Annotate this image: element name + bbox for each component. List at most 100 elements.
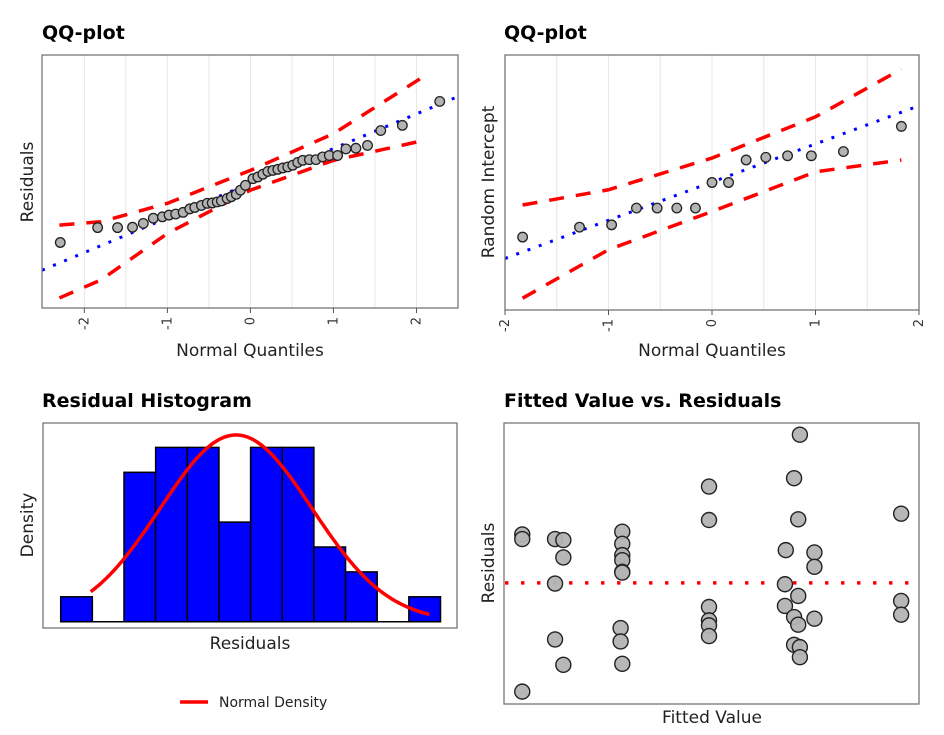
confidence-band-lower: [521, 158, 902, 300]
panel-title: QQ-plot: [504, 22, 587, 44]
y-axis-label: Residuals: [18, 142, 38, 223]
plot-area: -2 -1 0 1 2: [498, 54, 927, 332]
data-point: [630, 202, 642, 214]
data-point: [239, 179, 251, 191]
histogram-bar: [123, 471, 157, 623]
data-point: [396, 119, 408, 131]
plot-contents: [42, 55, 458, 308]
data-point: [362, 140, 373, 151]
data-point: [671, 202, 683, 214]
x-tick-label: -2: [77, 317, 92, 330]
panel-title: QQ-plot: [42, 22, 125, 44]
data-point: [555, 531, 572, 549]
y-axis-label: Random Intercept: [479, 105, 499, 258]
x-tick-label: 0: [705, 319, 720, 327]
data-point: [760, 151, 772, 163]
data-point: [375, 125, 387, 137]
data-point: [791, 426, 809, 443]
plot-area: [503, 422, 920, 705]
plot-area: [42, 422, 458, 629]
data-point: [147, 212, 159, 224]
x-tick-label: -1: [160, 317, 175, 330]
data-point: [723, 177, 735, 188]
x-tick-label: 2: [912, 319, 927, 327]
data-point: [805, 150, 817, 162]
x-axis-label: Fitted Value: [662, 708, 762, 728]
data-point: [127, 221, 138, 233]
data-point: [806, 544, 823, 561]
data-point: [689, 202, 701, 214]
y-axis-label: Density: [18, 493, 38, 558]
data-point: [785, 469, 803, 487]
data-point: [546, 575, 564, 592]
data-point: [892, 505, 910, 522]
data-point: [790, 616, 807, 633]
x-tick-label: -2: [498, 319, 513, 332]
data-point: [614, 655, 631, 673]
data-point: [776, 597, 794, 615]
data-point: [332, 150, 344, 161]
x-tick-label: 1: [326, 317, 341, 325]
panel-title: Residual Histogram: [42, 390, 252, 412]
normal-density-curve: [89, 433, 430, 617]
qq-plot-residuals-panel: QQ-plot -2 -1 0 1 2 Normal Quantiles Residua…: [18, 22, 459, 361]
data-point: [806, 610, 823, 627]
data-point: [434, 95, 446, 107]
data-point: [514, 683, 531, 700]
data-point: [574, 221, 585, 233]
confidence-band-upper: [59, 74, 426, 227]
plot-border: [42, 422, 458, 629]
data-point: [892, 592, 910, 610]
plot-border: [503, 422, 920, 705]
x-tick-label: -1: [602, 319, 617, 332]
data-point: [137, 217, 149, 229]
data-point: [92, 222, 104, 234]
data-point: [782, 150, 794, 162]
x-axis-label: Normal Quantiles: [638, 341, 786, 361]
data-point: [700, 627, 718, 645]
data-point: [892, 606, 910, 623]
panel-title: Fitted Value vs. Residuals: [504, 390, 781, 412]
data-point: [837, 146, 849, 158]
legend-label: Normal Density: [219, 695, 327, 711]
data-point: [340, 143, 352, 155]
data-point: [606, 219, 618, 231]
data-point: [555, 656, 572, 674]
histogram-bar: [59, 596, 94, 623]
x-axis-label: Residuals: [210, 634, 291, 654]
data-point: [791, 648, 809, 666]
x-tick-label: 1: [809, 319, 824, 327]
data-point: [706, 177, 718, 188]
data-point: [806, 558, 823, 576]
data-point: [700, 478, 718, 495]
x-tick-label: 0: [243, 317, 258, 325]
confidence-band-lower: [58, 138, 426, 300]
data-point: [612, 633, 629, 650]
data-point: [776, 576, 794, 593]
qq-reference-line: [505, 104, 919, 260]
histogram-bar: [344, 571, 378, 623]
data-point: [112, 222, 124, 234]
histogram-bar: [218, 521, 252, 623]
histogram-bar: [186, 446, 220, 623]
x-tick-label: 2: [409, 317, 424, 325]
residual-histogram-panel: Residual Histogram Residuals Density Nor…: [18, 390, 458, 711]
x-axis-label: Normal Quantiles: [176, 341, 324, 361]
data-point: [700, 511, 718, 529]
data-point: [546, 631, 564, 648]
y-axis-label: Residuals: [479, 523, 499, 604]
data-point: [517, 231, 529, 243]
data-point: [895, 120, 907, 132]
legend: Normal Density: [180, 695, 327, 711]
plot-area: -2 -1 0 1 2: [41, 54, 459, 330]
histogram-bar: [313, 546, 347, 623]
data-point: [514, 530, 531, 548]
data-point: [651, 202, 663, 214]
data-point: [350, 142, 362, 154]
histogram-bar: [281, 446, 315, 623]
data-point: [555, 549, 572, 566]
qq-plot-random-intercept-panel: QQ-plot -2 -1 0 1 2 Normal Quantiles Random …: [479, 22, 927, 361]
data-point: [740, 154, 752, 166]
data-point: [790, 587, 807, 605]
